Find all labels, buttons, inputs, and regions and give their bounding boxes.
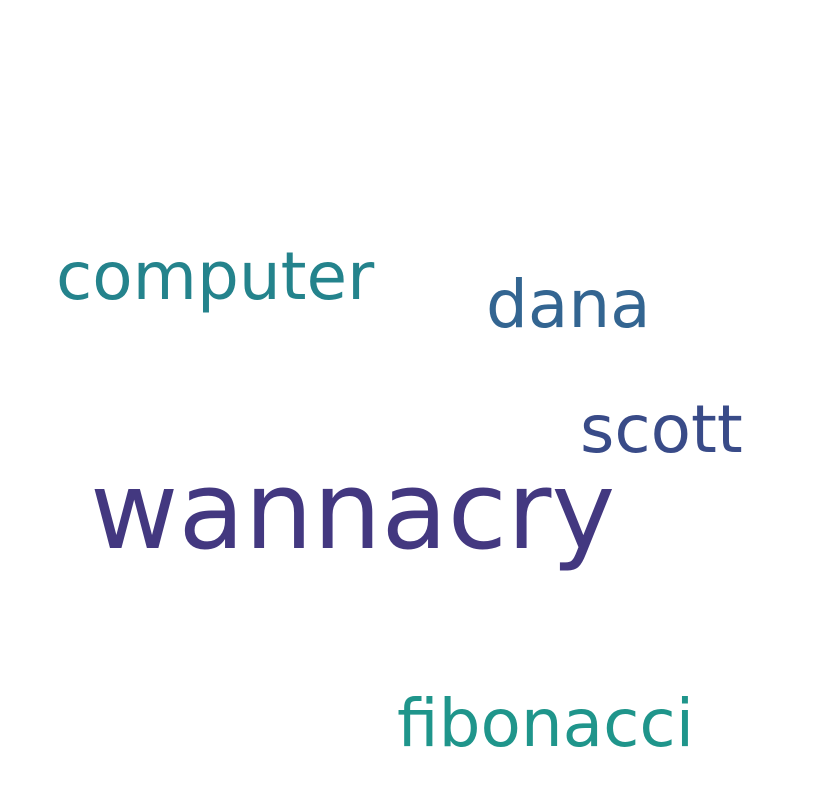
word-scott: scott <box>580 391 743 468</box>
word-fibonacci: fibonacci <box>397 685 695 762</box>
word-computer: computer <box>56 238 375 315</box>
word-dana: dana <box>486 266 651 343</box>
word-wannacry: wannacry <box>90 449 616 574</box>
